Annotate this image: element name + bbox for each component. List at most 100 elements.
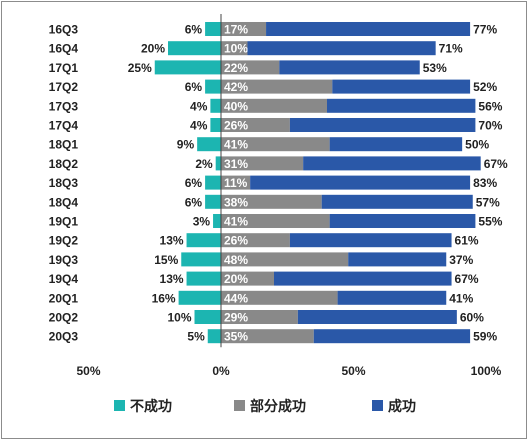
category-label: 20Q2	[49, 311, 79, 325]
bar-success	[332, 79, 471, 94]
data-label-unsuccessful: 6%	[185, 80, 203, 94]
data-label-success: 61%	[455, 234, 479, 248]
bar-unsuccessful	[168, 41, 221, 56]
data-label-unsuccessful: 16%	[152, 291, 176, 305]
data-label-partial-success: 11%	[224, 176, 248, 190]
bar-unsuccessful	[205, 22, 221, 36]
bar-success	[337, 290, 447, 305]
data-label-success: 55%	[478, 215, 502, 229]
data-label-partial-success: 42%	[224, 80, 248, 94]
data-label-partial-success: 31%	[224, 157, 248, 171]
data-label-success: 53%	[423, 61, 447, 75]
data-label-unsuccessful: 13%	[160, 272, 184, 286]
bar-partial-success	[221, 233, 290, 248]
category-label: 17Q1	[49, 61, 79, 75]
bar-success	[321, 194, 473, 209]
bar-success	[274, 271, 452, 286]
bar-partial-success	[221, 22, 267, 36]
legend-label: 部分成功	[250, 398, 306, 414]
x-tick-label: 100%	[471, 364, 502, 378]
x-tick-label: 0%	[212, 364, 230, 378]
data-label-unsuccessful: 4%	[190, 99, 208, 113]
data-label-partial-success: 17%	[224, 23, 248, 37]
legend-swatch	[114, 400, 125, 411]
bar-partial-success	[221, 137, 330, 152]
category-label: 16Q3	[49, 23, 79, 37]
data-label-success: 41%	[449, 291, 473, 305]
bar-partial-success	[221, 214, 330, 228]
bar-partial-success	[221, 175, 251, 190]
data-label-partial-success: 29%	[224, 311, 248, 325]
bar-unsuccessful	[207, 329, 221, 344]
data-label-unsuccessful: 4%	[190, 119, 208, 133]
bar-success	[313, 329, 471, 344]
bar-unsuccessful	[186, 233, 221, 248]
bar-success	[289, 233, 452, 248]
category-label: 18Q4	[49, 195, 79, 209]
bar-success	[303, 156, 481, 171]
bar-success	[279, 60, 420, 75]
data-label-unsuccessful: 6%	[185, 195, 203, 209]
data-label-unsuccessful: 6%	[185, 23, 203, 37]
category-label: 19Q2	[49, 234, 79, 248]
bar-partial-success	[221, 310, 298, 324]
data-label-partial-success: 41%	[224, 138, 248, 152]
category-label: 17Q3	[49, 99, 79, 113]
bar-partial-success	[221, 194, 322, 209]
category-label: 18Q1	[49, 138, 79, 152]
data-label-success: 57%	[476, 195, 500, 209]
legend-swatch	[372, 400, 383, 411]
data-label-unsuccessful: 15%	[154, 253, 178, 267]
data-label-unsuccessful: 5%	[187, 330, 205, 344]
data-label-success: 67%	[455, 272, 479, 286]
legend-label: 不成功	[130, 398, 172, 414]
bar-partial-success	[221, 79, 333, 94]
bar-success	[289, 118, 476, 132]
bar-success	[329, 137, 463, 152]
data-label-unsuccessful: 6%	[185, 176, 203, 190]
data-label-success: 71%	[439, 42, 463, 56]
bar-partial-success	[221, 271, 274, 286]
data-label-unsuccessful: 2%	[195, 157, 213, 171]
bar-unsuccessful	[194, 310, 221, 324]
category-label: 19Q3	[49, 253, 79, 267]
bar-partial-success	[221, 252, 349, 267]
data-label-partial-success: 26%	[224, 119, 248, 133]
bar-success	[297, 310, 457, 324]
data-label-partial-success: 26%	[224, 234, 248, 248]
data-label-partial-success: 48%	[224, 253, 248, 267]
bar-unsuccessful	[213, 214, 221, 228]
data-label-success: 37%	[449, 253, 473, 267]
bar-partial-success	[221, 118, 290, 132]
data-label-partial-success: 41%	[224, 215, 248, 229]
bar-partial-success	[221, 290, 338, 305]
bar-unsuccessful	[178, 290, 221, 305]
bar-unsuccessful	[210, 118, 221, 132]
bar-partial-success	[221, 41, 248, 56]
data-label-success: 83%	[473, 176, 497, 190]
bar-unsuccessful	[205, 175, 221, 190]
data-label-success: 67%	[484, 157, 508, 171]
bar-success	[329, 214, 476, 228]
bar-unsuccessful	[181, 252, 221, 267]
category-label: 18Q2	[49, 157, 79, 171]
bar-success	[247, 41, 436, 56]
category-label: 19Q4	[49, 272, 79, 286]
bar-unsuccessful	[154, 60, 221, 75]
bar-unsuccessful	[210, 98, 221, 113]
category-label: 20Q3	[49, 330, 79, 344]
data-label-partial-success: 10%	[224, 42, 248, 56]
data-label-partial-success: 44%	[224, 291, 248, 305]
data-label-success: 70%	[478, 119, 502, 133]
data-label-partial-success: 35%	[224, 330, 248, 344]
bar-partial-success	[221, 60, 280, 75]
x-tick-label: 50%	[341, 364, 365, 378]
data-label-unsuccessful: 10%	[167, 311, 191, 325]
data-label-unsuccessful: 25%	[128, 61, 152, 75]
bar-partial-success	[221, 156, 304, 171]
category-label: 18Q3	[49, 176, 79, 190]
legend-label: 成功	[388, 398, 416, 414]
category-label: 17Q2	[49, 80, 79, 94]
